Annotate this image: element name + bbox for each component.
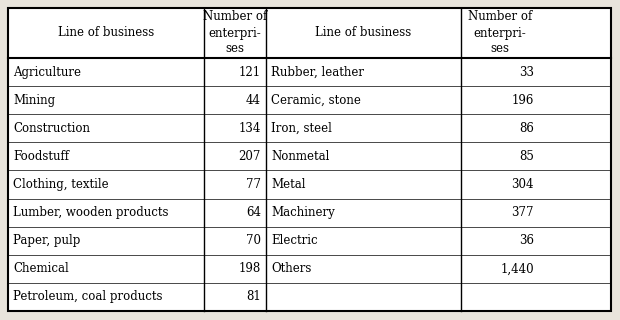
Text: 1,440: 1,440: [500, 262, 534, 275]
Text: Others: Others: [271, 262, 311, 275]
Text: Nonmetal: Nonmetal: [271, 150, 329, 163]
Text: 198: 198: [239, 262, 261, 275]
Text: Paper, pulp: Paper, pulp: [13, 234, 81, 247]
Text: 86: 86: [519, 122, 534, 135]
Text: Construction: Construction: [13, 122, 90, 135]
Text: 64: 64: [246, 206, 261, 219]
Text: Number of
enterpri-
ses: Number of enterpri- ses: [203, 11, 267, 55]
Text: Number of
enterpri-
ses: Number of enterpri- ses: [468, 11, 532, 55]
Text: Machinery: Machinery: [271, 206, 335, 219]
Text: Ceramic, stone: Ceramic, stone: [271, 94, 361, 107]
Text: 85: 85: [519, 150, 534, 163]
Text: Mining: Mining: [13, 94, 55, 107]
Text: 33: 33: [519, 66, 534, 78]
Text: Line of business: Line of business: [58, 27, 154, 39]
Text: Electric: Electric: [271, 234, 317, 247]
Text: 70: 70: [246, 234, 261, 247]
Text: Foodstuff: Foodstuff: [13, 150, 69, 163]
Text: 134: 134: [239, 122, 261, 135]
Text: Petroleum, coal products: Petroleum, coal products: [13, 291, 162, 303]
Text: Agriculture: Agriculture: [13, 66, 81, 78]
Text: 81: 81: [246, 291, 261, 303]
Text: Lumber, wooden products: Lumber, wooden products: [13, 206, 169, 219]
Text: 304: 304: [512, 178, 534, 191]
Text: 196: 196: [512, 94, 534, 107]
Text: Chemical: Chemical: [13, 262, 69, 275]
Text: 207: 207: [239, 150, 261, 163]
Text: Line of business: Line of business: [316, 27, 412, 39]
Text: Iron, steel: Iron, steel: [271, 122, 332, 135]
Text: 77: 77: [246, 178, 261, 191]
Text: 44: 44: [246, 94, 261, 107]
Text: Clothing, textile: Clothing, textile: [13, 178, 108, 191]
Text: 36: 36: [519, 234, 534, 247]
Text: 121: 121: [239, 66, 261, 78]
Text: 377: 377: [512, 206, 534, 219]
Text: Metal: Metal: [271, 178, 306, 191]
Text: Rubber, leather: Rubber, leather: [271, 66, 364, 78]
